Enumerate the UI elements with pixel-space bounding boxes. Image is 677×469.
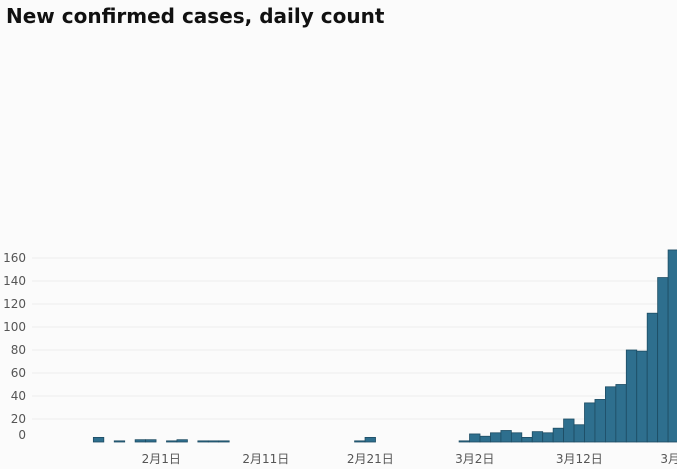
bar (490, 432, 502, 443)
bar (218, 440, 230, 443)
bar (594, 399, 606, 443)
x-tick-label: 2月11日 (242, 452, 289, 466)
bar (542, 432, 554, 443)
bar (625, 349, 638, 443)
bar (469, 433, 481, 443)
bar (615, 384, 627, 443)
bar (657, 277, 669, 443)
y-tick-label: 20 (11, 412, 26, 426)
bar (605, 386, 617, 443)
x-tick-label: 3月2日 (455, 452, 494, 466)
bar (636, 350, 648, 443)
bar (145, 439, 157, 443)
chart-title: New confirmed cases, daily count (6, 4, 385, 28)
y-tick-label: 60 (11, 366, 26, 380)
bar (667, 249, 677, 443)
bar (166, 440, 178, 443)
y-tick-label: 80 (11, 343, 26, 357)
x-tick-label: 2月1日 (142, 452, 181, 466)
y-tick-label: 120 (3, 297, 26, 311)
bar (510, 432, 523, 443)
bar (573, 424, 585, 443)
y-tick-label: 0 (18, 428, 26, 442)
bar (646, 312, 659, 443)
x-tick-label: 3月22日 (660, 452, 677, 466)
bar (531, 431, 544, 443)
y-tick-label: 140 (3, 274, 26, 288)
bar (176, 439, 188, 443)
y-tick-label: 40 (11, 389, 26, 403)
bar (500, 430, 512, 443)
bar (354, 440, 366, 443)
bar (134, 439, 146, 443)
x-tick-label: 3月12日 (556, 452, 603, 466)
bar (207, 440, 220, 443)
bar (197, 440, 209, 443)
bar (552, 427, 565, 443)
bar (92, 436, 105, 443)
x-tick-label: 2月21日 (347, 452, 394, 466)
bar (113, 440, 126, 443)
bar (584, 402, 596, 443)
y-tick-label: 100 (3, 320, 26, 334)
bar (364, 436, 376, 443)
bar (521, 436, 533, 443)
bar (563, 418, 575, 443)
bar (458, 440, 470, 443)
bar (479, 435, 491, 443)
y-tick-label: 160 (3, 251, 26, 265)
